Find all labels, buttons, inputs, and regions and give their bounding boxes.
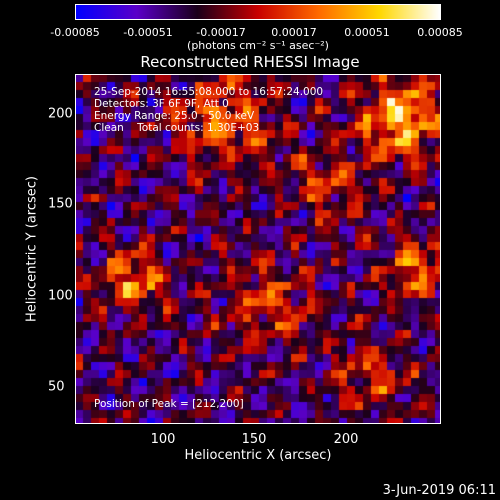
y-tick-label: 50 bbox=[48, 379, 65, 395]
annotation-detectors: Detectors: 3F 6F 9F, Att 0 bbox=[94, 98, 229, 110]
colorbar bbox=[75, 4, 441, 20]
colorbar-tick: -0.00051 bbox=[123, 26, 173, 39]
annotation-counts: Clean Total counts: 1.30E+03 bbox=[94, 122, 260, 134]
y-tick-label: 100 bbox=[48, 288, 73, 304]
x-tick-label: 100 bbox=[150, 432, 176, 447]
colorbar-unit: (photons cm⁻² s⁻¹ asec⁻²) bbox=[187, 39, 329, 52]
y-axis-label: Heliocentric Y (arcsec) bbox=[24, 176, 40, 322]
annotation-time: 25-Sep-2014 16:55:08.000 to 16:57:24.000 bbox=[94, 86, 324, 98]
colorbar-tick: -0.00085 bbox=[50, 26, 100, 39]
y-tick-label: 200 bbox=[48, 106, 73, 122]
colorbar-tick: 0.00085 bbox=[417, 26, 463, 39]
colorbar-tick: 0.00051 bbox=[344, 26, 390, 39]
plot-area: 25-Sep-2014 16:55:08.000 to 16:57:24.000… bbox=[75, 74, 441, 424]
annotation-energy: Energy Range: 25.0 - 50.0 keV bbox=[94, 110, 255, 122]
heatmap-image bbox=[75, 74, 441, 424]
colorbar-tick: -0.00017 bbox=[196, 26, 246, 39]
x-tick-label: 150 bbox=[241, 432, 267, 447]
chart-title: Reconstructed RHESSI Image bbox=[140, 53, 360, 71]
x-tick-label: 200 bbox=[333, 432, 359, 447]
annotation-peak: Position of Peak = [212,200] bbox=[94, 398, 244, 410]
y-tick-label: 150 bbox=[48, 196, 73, 212]
x-axis-label: Heliocentric X (arcsec) bbox=[184, 448, 332, 463]
colorbar-tick: 0.00017 bbox=[271, 26, 317, 39]
plot-frame bbox=[75, 74, 441, 424]
timestamp-footer: 3-Jun-2019 06:11 bbox=[382, 483, 496, 498]
